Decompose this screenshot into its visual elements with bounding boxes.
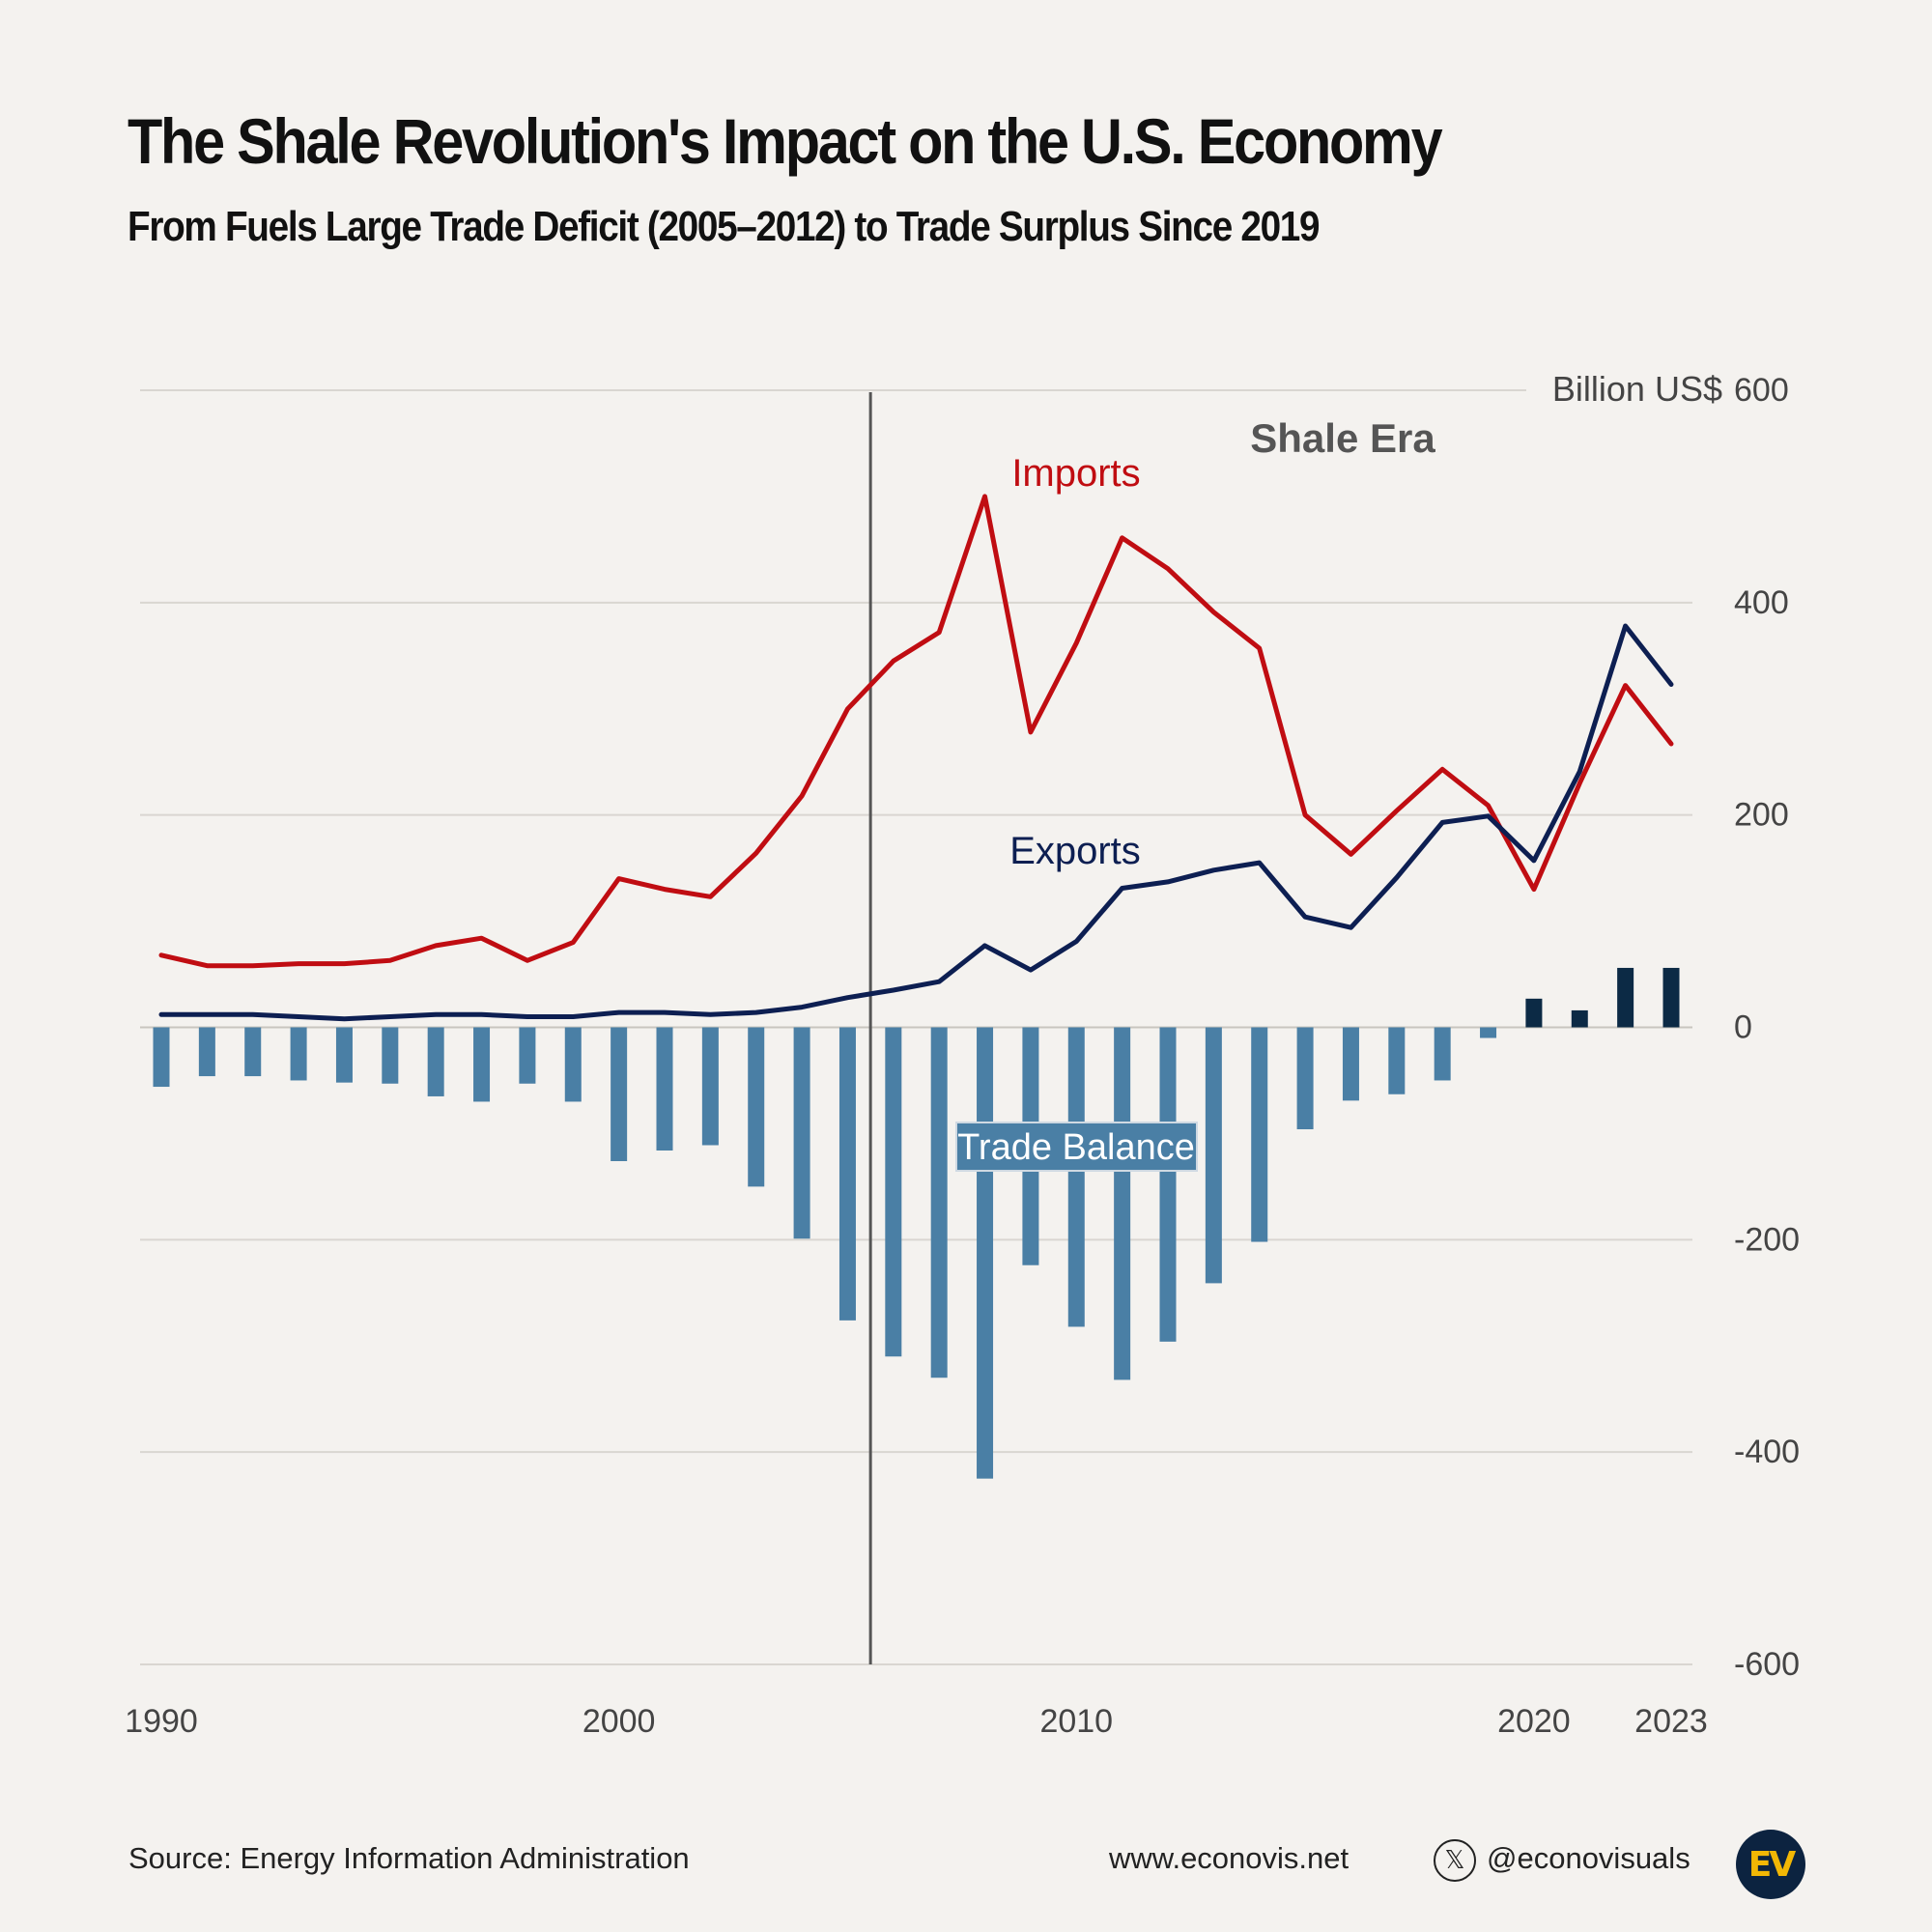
- x-logo-icon: 𝕏: [1434, 1839, 1476, 1882]
- gridlines: [140, 389, 1692, 1665]
- shale-era-label: Shale Era: [1250, 415, 1435, 461]
- series-lines: [158, 494, 1674, 1022]
- trade-balance-bar: [1571, 1009, 1588, 1028]
- trade-balance-bar: [885, 1027, 902, 1357]
- source-note: Source: Energy Information Administratio…: [128, 1841, 690, 1875]
- trade-balance-bar: [1617, 967, 1634, 1028]
- trade-balance-bar: [1159, 1027, 1177, 1342]
- trade-balance-label: Trade Balance: [957, 1127, 1195, 1168]
- trade-balance-bar: [1662, 967, 1680, 1028]
- trade-balance-bar: [1067, 1027, 1085, 1327]
- trade-balance-bar: [1480, 1027, 1497, 1038]
- trade-balance-bar: [244, 1027, 262, 1077]
- trade-balance-bar: [656, 1027, 673, 1151]
- x-tick-label: 2010: [1039, 1703, 1113, 1740]
- trade-balance-bar: [519, 1027, 536, 1084]
- trade-balance-bar: [1434, 1027, 1451, 1081]
- trade-balance-bar: [977, 1027, 994, 1479]
- chart-subtitle: From Fuels Large Trade Deficit (2005–201…: [128, 203, 1321, 250]
- x-tick-label: 2000: [582, 1703, 656, 1740]
- trade-balance-bar: [930, 1027, 948, 1378]
- trade-balance-bars: [153, 967, 1680, 1479]
- y-tick-label: -400: [1734, 1434, 1800, 1470]
- trade-balance-bar: [1388, 1027, 1406, 1094]
- imports-line: [158, 494, 1674, 969]
- trade-balance-bar: [198, 1027, 215, 1077]
- y-axis-unit-label: Billion US$: [1552, 369, 1722, 409]
- exports-line: [158, 623, 1674, 1022]
- social-handle[interactable]: @econovisuals: [1487, 1841, 1690, 1875]
- trade-balance-bar: [1114, 1027, 1131, 1380]
- y-tick-label: 0: [1734, 1009, 1752, 1046]
- y-tick-label: 200: [1734, 797, 1789, 834]
- trade-balance-bar: [701, 1027, 719, 1146]
- trade-balance-bar: [1525, 998, 1543, 1028]
- trade-balance-bar: [382, 1027, 399, 1084]
- website-link[interactable]: www.econovis.net: [1109, 1841, 1350, 1875]
- imports-label: Imports: [1011, 452, 1140, 495]
- annotations: Imports Exports Trade Balance Shale Era: [955, 415, 1435, 1172]
- trade-balance-bar: [793, 1027, 810, 1239]
- x-tick-label: 2020: [1497, 1703, 1571, 1740]
- y-tick-label: 600: [1734, 372, 1789, 409]
- exports-label: Exports: [1009, 830, 1141, 872]
- trade-balance-bar: [748, 1027, 765, 1187]
- y-tick-label: -200: [1734, 1221, 1800, 1258]
- trade-balance-bar: [611, 1027, 628, 1161]
- trade-balance-bar: [153, 1027, 170, 1088]
- x-tick-label: 2023: [1634, 1703, 1708, 1740]
- trade-balance-bar: [564, 1027, 582, 1102]
- trade-balance-bar: [290, 1027, 307, 1081]
- trade-balance-bar: [473, 1027, 491, 1102]
- trade-balance-bar: [1251, 1027, 1268, 1242]
- y-tick-label: 400: [1734, 584, 1789, 621]
- trade-balance-bar: [838, 1027, 856, 1321]
- trade-balance-label-box: [955, 1122, 1198, 1172]
- econovis-logo: EV: [1736, 1830, 1805, 1899]
- x-tick-label: 1990: [125, 1703, 198, 1740]
- trade-balance-bar: [1342, 1027, 1359, 1101]
- trade-balance-bar: [427, 1027, 444, 1096]
- trade-balance-bar: [1296, 1027, 1314, 1130]
- trade-balance-bar: [335, 1027, 353, 1083]
- y-tick-label: -600: [1734, 1646, 1800, 1683]
- chart-title: The Shale Revolution's Impact on the U.S…: [128, 105, 1443, 177]
- trade-balance-bar: [1205, 1027, 1222, 1284]
